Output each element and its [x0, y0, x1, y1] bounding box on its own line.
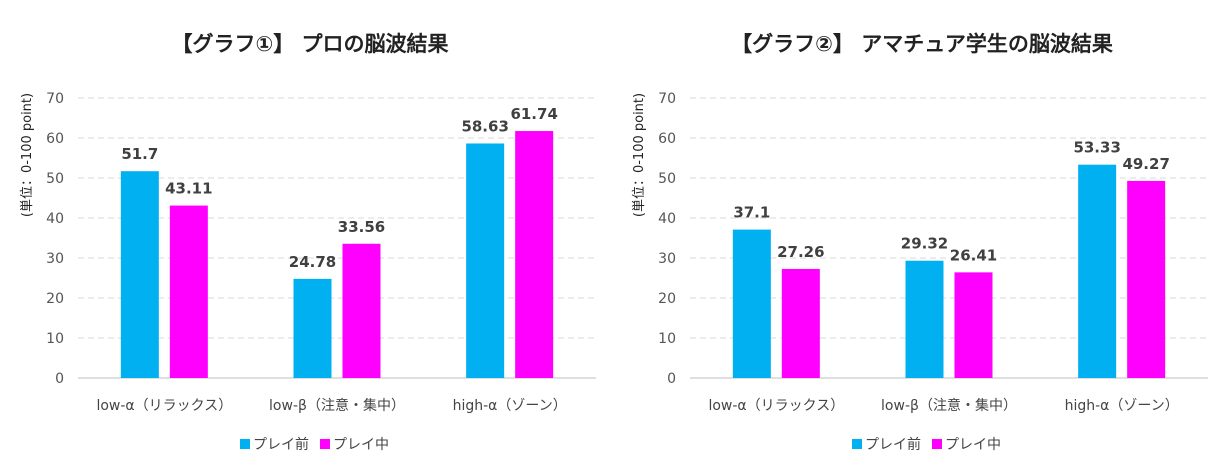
chart-panel-pro: 【グラフ①】 プロの脳波結果 (単位：0-100 point) 0 10 20 30 4…	[0, 0, 612, 472]
y-tick-label: 0	[55, 371, 64, 387]
bar	[1078, 164, 1117, 378]
chart-title: 【グラフ①】 プロの脳波結果	[171, 32, 448, 56]
data-label: 37.1	[733, 204, 770, 222]
bar	[293, 278, 332, 378]
y-tick-label: 60	[658, 131, 676, 147]
y-tick-label: 40	[46, 211, 64, 227]
y-tick-label: 30	[46, 251, 64, 267]
legend-swatch	[240, 439, 250, 449]
y-tick-label: 60	[46, 131, 64, 147]
legend-label: プレイ前	[865, 436, 921, 453]
legend-swatch	[320, 439, 330, 449]
data-label: 26.41	[950, 246, 997, 264]
chart-panel-amateur: 【グラフ②】 アマチュア学生の脳波結果 (単位：0-100 point) 0 10…	[612, 0, 1224, 472]
data-label: 43.11	[165, 180, 212, 198]
y-tick-label: 0	[667, 371, 676, 387]
legend-label: プレイ中	[333, 437, 389, 453]
bar	[1127, 180, 1166, 378]
bar	[466, 143, 505, 378]
legend-swatch	[852, 439, 862, 449]
y-tick-label: 50	[46, 171, 64, 187]
data-label: 29.32	[901, 235, 948, 253]
y-tick-label: 20	[658, 291, 676, 307]
bar	[954, 272, 993, 378]
data-label: 24.78	[289, 253, 336, 271]
data-label: 27.26	[777, 243, 824, 261]
bar	[169, 205, 208, 378]
y-axis-label: (単位：0-100 point)	[19, 93, 35, 217]
x-tick-label: low-β（注意・集中）	[269, 397, 405, 414]
x-tick-label: low-α（リラックス）	[96, 398, 232, 414]
bar	[781, 268, 820, 378]
data-label: 53.33	[1073, 139, 1120, 157]
x-tick-label: high-α（ゾーン）	[453, 398, 567, 414]
bar	[905, 260, 944, 378]
data-label: 33.56	[338, 218, 385, 236]
y-tick-label: 30	[658, 251, 676, 267]
y-tick-label: 40	[658, 211, 676, 227]
chart-pro-svg: 【グラフ①】 プロの脳波結果 (単位：0-100 point) 0 10 20 30 4…	[19, 32, 596, 453]
y-tick-label: 50	[658, 171, 676, 187]
chart-amateur-svg: 【グラフ②】 アマチュア学生の脳波結果 (単位：0-100 point) 0 10…	[631, 32, 1208, 453]
bar	[342, 243, 381, 378]
x-tick-label: low-α（リラックス）	[708, 398, 844, 414]
x-tick-label: low-β（注意・集中）	[881, 397, 1017, 414]
y-tick-label: 20	[46, 291, 64, 307]
y-tick-label: 70	[46, 91, 64, 107]
chart-title: 【グラフ②】 アマチュア学生の脳波結果	[731, 32, 1113, 56]
y-tick-label: 10	[658, 331, 676, 347]
x-tick-label: high-α（ゾーン）	[1065, 398, 1179, 414]
data-label: 49.27	[1122, 155, 1169, 173]
y-tick-label: 10	[46, 331, 64, 347]
bar	[732, 229, 771, 378]
data-label: 61.74	[510, 105, 557, 123]
y-tick-label: 70	[658, 91, 676, 107]
bar	[120, 171, 159, 378]
bar	[515, 131, 554, 378]
legend-label: プレイ中	[945, 437, 1001, 453]
data-label: 58.63	[461, 117, 508, 135]
legend-swatch	[932, 439, 942, 449]
y-axis-label: (単位：0-100 point)	[631, 93, 647, 217]
data-label: 51.7	[121, 145, 158, 163]
legend-label: プレイ前	[253, 436, 309, 453]
